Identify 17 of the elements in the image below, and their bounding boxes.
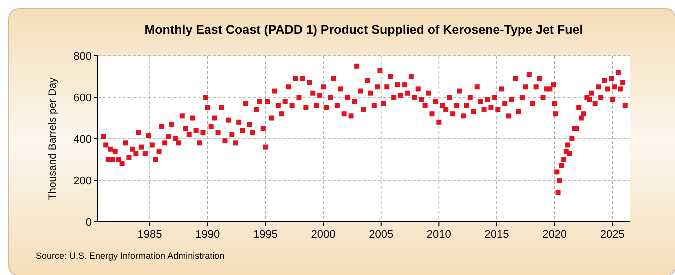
y-tick-label: 0 — [86, 217, 92, 229]
x-tick-label: 2020 — [542, 229, 568, 241]
chart-title: Monthly East Coast (PADD 1) Product Supplied of Kerosene-Type Jet Fuel — [144, 23, 584, 37]
y-axis-title: Thousand Barrels per Day — [47, 76, 59, 200]
x-tick-label: 1990 — [196, 229, 220, 241]
x-tick-label: 1985 — [138, 229, 162, 241]
x-tick-label: 2000 — [311, 229, 336, 241]
y-tick-label: 200 — [74, 176, 92, 188]
y-tick-label: 600 — [74, 92, 92, 104]
x-tick-label: 1995 — [253, 229, 278, 241]
y-tick-label: 800 — [74, 51, 92, 63]
x-tick-label: 2025 — [600, 229, 625, 241]
x-tick-label: 2015 — [484, 229, 510, 241]
x-tick-label: 2005 — [369, 229, 394, 241]
x-tick-label: 2010 — [426, 229, 452, 241]
source-note: Source: U.S. Energy Information Administration — [36, 251, 225, 261]
y-tick-label: 400 — [74, 134, 92, 146]
